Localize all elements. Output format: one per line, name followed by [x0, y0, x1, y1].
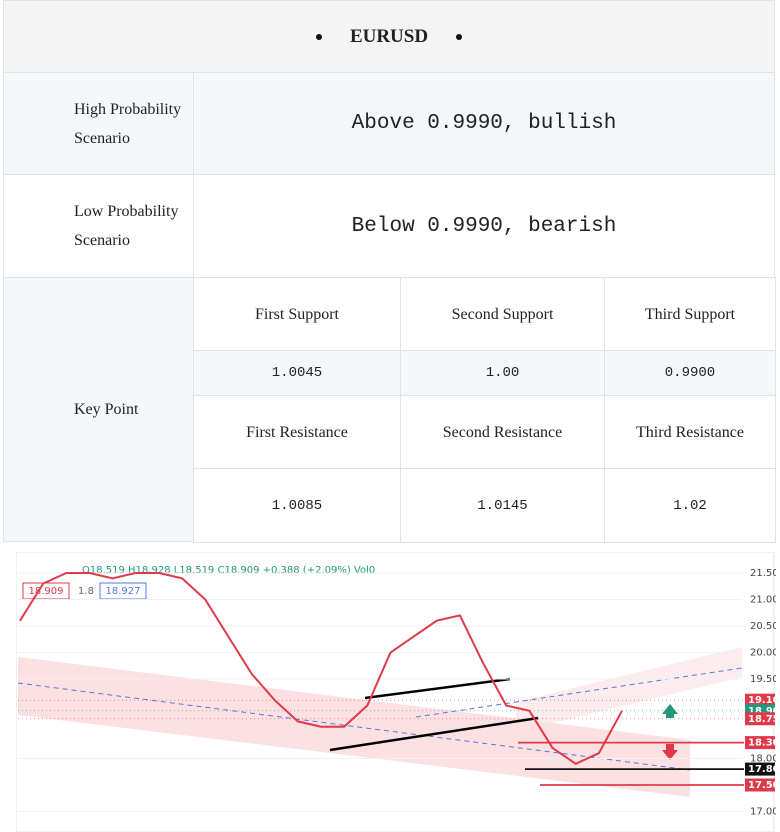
key-point-value: 1.0085	[193, 468, 401, 543]
badge: 18.927	[106, 586, 141, 597]
key-point-heading: Second Resistance	[400, 395, 605, 469]
scenario-label: Low Probability Scenario	[3, 174, 194, 278]
price-tag	[745, 693, 775, 707]
key-point-heading: First Resistance	[193, 395, 401, 469]
bullet	[315, 33, 322, 40]
down-arrow	[662, 744, 678, 760]
trend-line	[364, 677, 511, 700]
y-tick-label: 20.00	[750, 648, 776, 659]
y-tick-label: 21.00	[750, 595, 776, 606]
title-row: EURUSD	[3, 0, 775, 73]
price-tag-label: 17.80	[748, 764, 776, 775]
y-tick-label: 19.50	[750, 674, 776, 685]
key-point-value: 0.9900	[604, 350, 776, 396]
scenario-text: Below 0.9990, bearish	[193, 174, 775, 278]
price-tag	[745, 712, 775, 726]
key-point-value: 1.0045	[193, 350, 401, 396]
price-line	[19, 572, 623, 765]
trend-line	[329, 716, 539, 752]
price-tag	[745, 762, 775, 776]
dashed-line	[17, 682, 691, 771]
price-tag	[745, 778, 775, 792]
price-tag-label: 18.75	[748, 714, 776, 725]
bullet	[456, 33, 463, 40]
y-tick-label: 20.50	[750, 621, 776, 632]
y-tick-label: 17.00	[750, 807, 776, 818]
key-point-label: Key Point	[3, 277, 194, 542]
key-point-value: 1.0145	[400, 468, 605, 543]
key-point-value: 1.00	[400, 350, 605, 396]
key-point-heading: Third Support	[604, 277, 776, 351]
key-point-heading: First Support	[193, 277, 401, 351]
key-point-value: 1.02	[604, 468, 776, 543]
channel-band	[516, 647, 742, 732]
price-tag	[745, 736, 775, 750]
y-tick-label: 21.50	[750, 568, 776, 579]
price-tag-label: 17.50	[748, 780, 776, 791]
scenario-label: High Probability Scenario	[3, 72, 194, 175]
badge: 18.909	[29, 586, 64, 597]
key-point-heading: Second Support	[400, 277, 605, 351]
dashed-line	[415, 667, 743, 718]
price-tag-label: 19.10	[748, 695, 776, 706]
scenario-text: Above 0.9990, bullish	[193, 72, 775, 175]
channel-band	[18, 657, 690, 797]
title: EURUSD	[349, 25, 429, 47]
price-tag-label: 18.30	[748, 738, 776, 749]
price-tag-label: 18.90	[748, 706, 776, 717]
badge: 1.8	[78, 586, 94, 597]
ohlc-legend: O18.519 H18.928 L18.519 C18.909 +0.388 (…	[82, 565, 375, 576]
key-point-heading: Third Resistance	[604, 395, 776, 469]
price-chart: O18.519 H18.928 L18.519 C18.909 +0.388 (…	[16, 552, 776, 832]
y-tick-label: 18.00	[750, 754, 776, 765]
